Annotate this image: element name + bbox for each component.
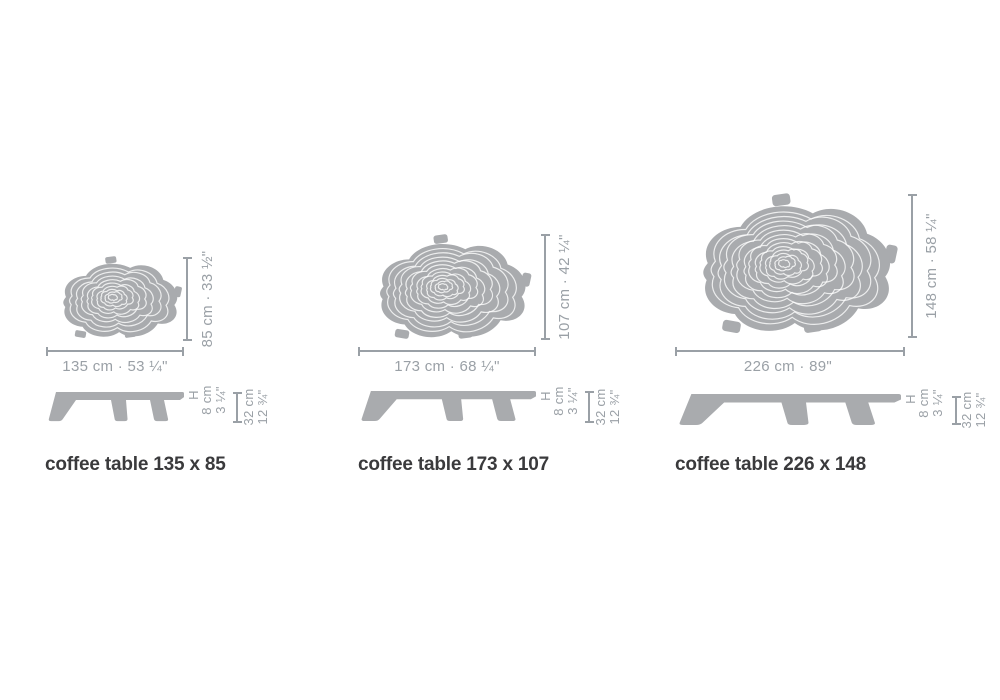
table-foot-tab [74, 330, 87, 338]
overall-height-dimension-line [232, 392, 242, 423]
table-foot-tab [771, 193, 791, 207]
table-caption: coffee table 135 x 85 [45, 454, 226, 475]
tabletop-thickness-in-label: 3 ¼" [564, 387, 580, 415]
depth-dimension-line [907, 194, 917, 338]
width-dimension-line [675, 346, 905, 356]
overall-height-in-label: 12 ¾" [972, 392, 988, 428]
depth-dimension-line [540, 234, 550, 340]
table-foot-tab [722, 319, 741, 334]
overall-height-in-label: 12 ¾" [254, 389, 270, 425]
table-foot-tab [105, 256, 117, 264]
table-caption: coffee table 173 x 107 [358, 454, 549, 475]
width-dimension-line [46, 346, 184, 356]
table-side-view [679, 394, 901, 425]
overall-height-dimension-line [951, 396, 961, 425]
overall-height-dimension-line [584, 391, 594, 423]
table-foot-tab [394, 328, 410, 339]
width-dimension-label: 173 cm · 68 ¼" [394, 358, 500, 375]
table-side-view [48, 392, 185, 422]
depth-dimension-line [182, 257, 192, 341]
width-dimension-line [358, 346, 536, 356]
tabletop-top-view [703, 193, 898, 334]
width-dimension-label: 226 cm · 89" [743, 358, 833, 375]
width-dimension-label: 135 cm · 53 ¼" [62, 358, 168, 375]
tabletop-thickness-in-label: 3 ¼" [929, 389, 945, 417]
tabletop-top-view [380, 234, 532, 339]
table-caption: coffee table 226 x 148 [675, 454, 866, 475]
overall-height-in-label: 12 ¾" [606, 389, 622, 425]
table-side-view [361, 391, 536, 422]
tabletop-top-view [63, 256, 182, 338]
table-foot-tab [433, 234, 448, 244]
